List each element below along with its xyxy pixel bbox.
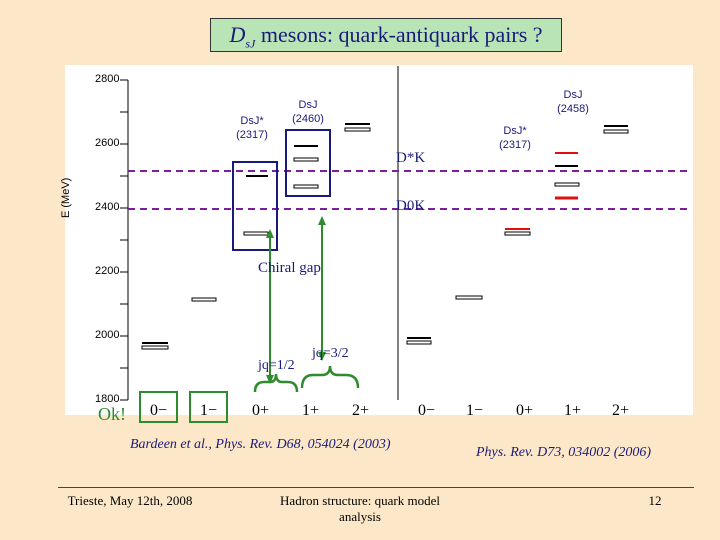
brace-jq-half [253, 373, 299, 393]
footer-date: Trieste, May 12th, 2008 [67, 493, 193, 508]
chiral-gap-label: Chiral gap [258, 260, 321, 276]
jp-label: 0− [418, 402, 436, 419]
jp-label: 2+ [612, 402, 630, 419]
jp-label: 1− [200, 402, 218, 419]
level [344, 127, 371, 132]
box-2460 [285, 129, 331, 197]
level [603, 129, 629, 134]
jp-label: 2+ [352, 402, 370, 419]
dstar-k-label: D*K [396, 150, 426, 166]
jp-label: 1+ [564, 402, 582, 419]
level [455, 295, 483, 300]
y-tick-label: 2400 [95, 201, 120, 213]
jp-label: 0+ [516, 402, 534, 419]
ok-box-0minus [139, 391, 178, 423]
level [554, 182, 580, 187]
citation-left: Bardeen et al., Phys. Rev. D68, 054024 (… [130, 437, 391, 452]
arrow-head-up [266, 229, 274, 238]
annotation-2458: DsJ (2458) [557, 89, 589, 115]
annotation-2317-right: DsJ* (2317) [499, 125, 531, 151]
jp-label: 0+ [252, 402, 270, 419]
jp-label: 1+ [302, 402, 320, 419]
level [243, 231, 269, 236]
slide-title: DsJ mesons: quark-antiquark pairs ? [210, 18, 562, 52]
annotation-2317-left: DsJ* (2317) [236, 115, 268, 141]
annotation-2460: DsJ (2460) [292, 99, 324, 125]
level [293, 157, 319, 162]
y-axis-label: E (MeV) [60, 177, 72, 218]
y-tick-label: 2000 [95, 329, 120, 341]
level [191, 297, 217, 302]
y-tick-label: 2800 [95, 73, 120, 85]
y-tick-label: 1800 [95, 393, 120, 405]
citation-right: Phys. Rev. D73, 034002 (2006) [476, 445, 652, 460]
page-number: 12 [648, 493, 662, 508]
y-tick-label: 2200 [95, 265, 120, 277]
brace-jq-three-half [300, 365, 360, 389]
ok-box-1minus [189, 391, 228, 423]
footer-topic: Hadron structure: quark model analysis [280, 493, 440, 524]
jp-label: 0− [150, 402, 168, 419]
arrow-head-down [266, 375, 274, 384]
d0-k-label: D0K [396, 198, 426, 214]
ok-label: Ok! [98, 404, 126, 424]
plot-area [65, 65, 693, 415]
level [406, 340, 432, 345]
level [293, 184, 319, 189]
box-2317-left [232, 161, 278, 251]
jq-half-label: jq=1/2 [258, 358, 295, 373]
level [504, 231, 531, 236]
footer-divider [58, 487, 694, 488]
y-tick-label: 2600 [95, 137, 120, 149]
arrow-head-up [318, 216, 326, 225]
jp-label: 1− [466, 402, 484, 419]
jq-three-half-label: jq=3/2 [312, 346, 349, 361]
arrow-head-down [318, 352, 326, 361]
level [141, 345, 169, 350]
